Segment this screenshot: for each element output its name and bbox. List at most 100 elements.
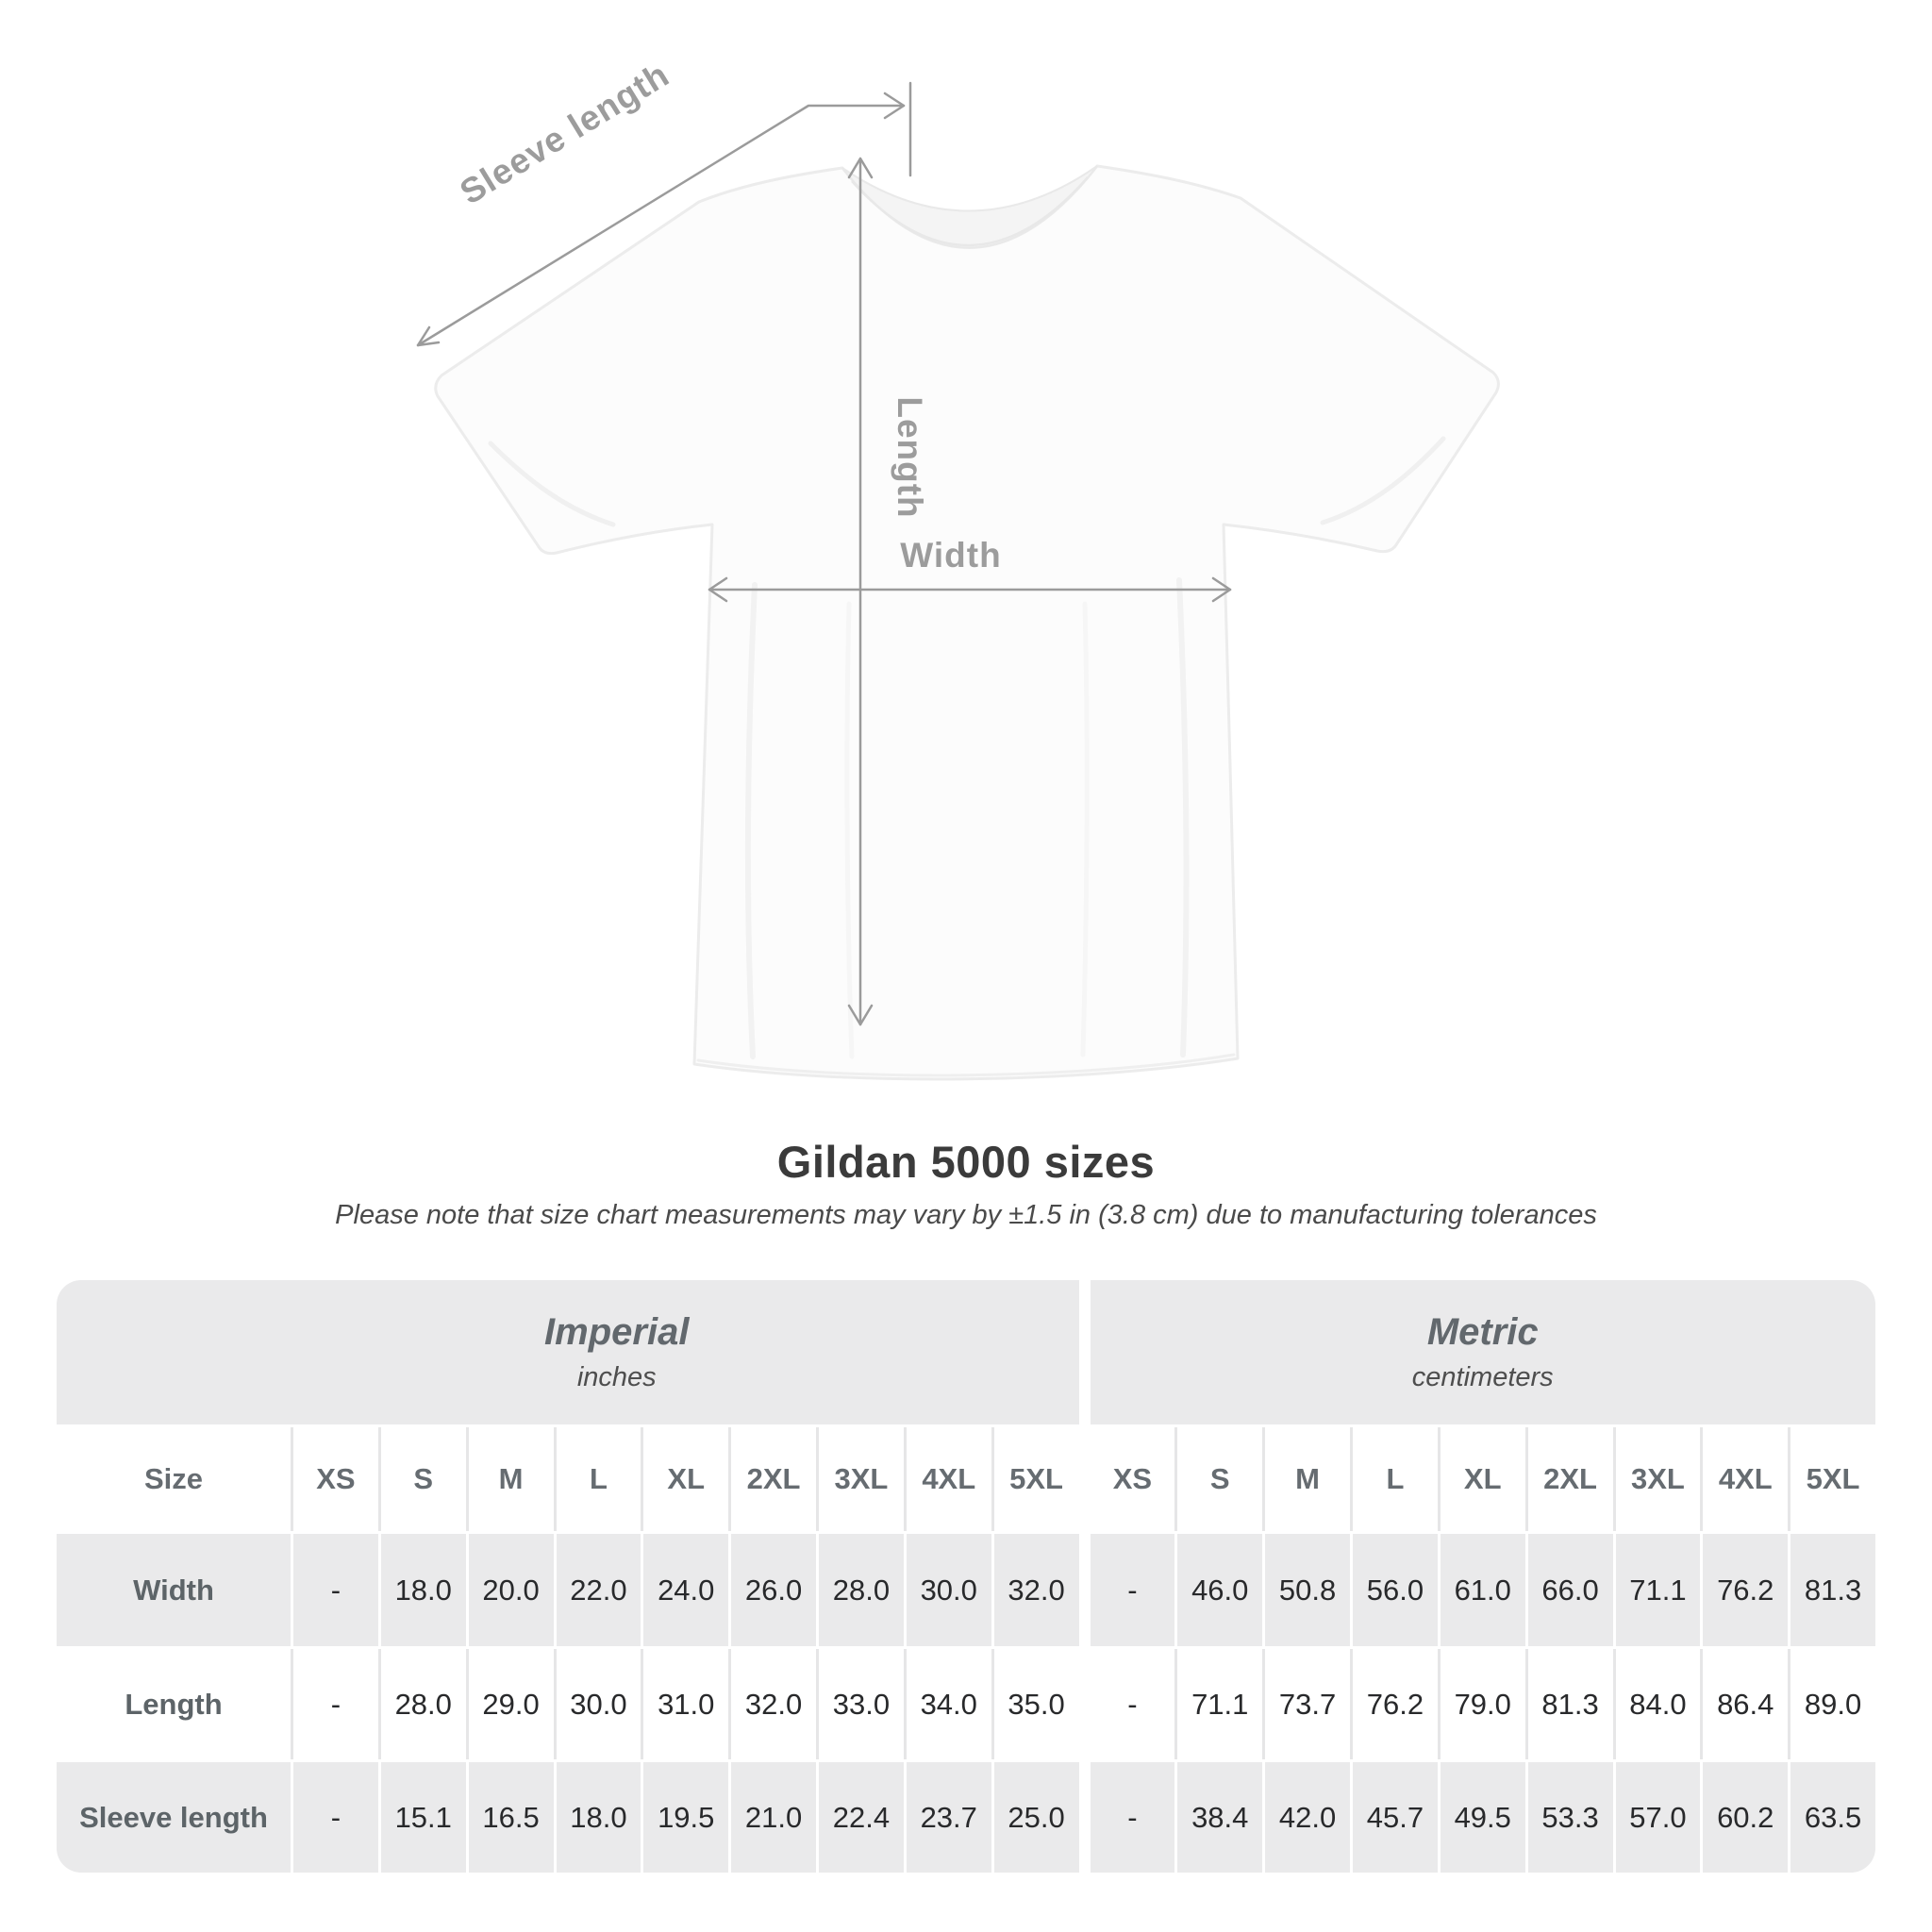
value-cell: 56.0 [1353,1534,1438,1646]
value-cell: 53.3 [1527,1762,1613,1873]
value-cell: 33.0 [819,1649,904,1759]
value-cell: - [293,1534,378,1646]
length-arrow [847,157,874,1026]
value-cell: 61.0 [1440,1534,1525,1646]
value-cell: - [293,1762,378,1873]
size-column-header: L [556,1427,641,1531]
length-label: Length [891,396,929,518]
value-cell: 42.0 [1265,1762,1350,1873]
value-cell: 76.2 [1703,1534,1789,1646]
value-cell: 25.0 [993,1762,1079,1873]
value-cell: 89.0 [1790,1649,1875,1759]
size-column-header: 4XL [1703,1427,1789,1531]
group-divider [1082,1762,1088,1873]
value-cell: 73.7 [1265,1649,1350,1759]
sleeve-length-label: Sleeve length [454,55,676,211]
value-cell: 22.4 [819,1762,904,1873]
row-label: Sleeve length [57,1762,291,1873]
size-column-header: XS [293,1427,378,1531]
value-cell: 32.0 [993,1534,1079,1646]
size-table: Imperial inches Metric centimeters Size X… [57,1280,1875,1873]
value-cell: 15.1 [380,1762,466,1873]
value-cell: 66.0 [1527,1534,1613,1646]
size-column-header: M [468,1427,554,1531]
tshirt-diagram: Sleeve length Length Width [416,55,1500,1081]
value-cell: 34.0 [906,1649,991,1759]
value-cell: - [293,1649,378,1759]
value-cell: 28.0 [380,1649,466,1759]
value-cell: 24.0 [643,1534,729,1646]
value-cell: 19.5 [643,1762,729,1873]
page-title: Gildan 5000 sizes [776,1137,1156,1187]
size-column-header: 2XL [731,1427,816,1531]
value-cell: 31.0 [643,1649,729,1759]
imperial-label: Imperial [544,1311,690,1353]
width-label: Width [900,536,1001,575]
imperial-group-header: Imperial inches [57,1280,1079,1424]
value-cell: 30.0 [556,1649,641,1759]
size-column-header: S [380,1427,466,1531]
value-cell: 76.2 [1353,1649,1438,1759]
value-cell: 46.0 [1177,1534,1263,1646]
value-cell: - [1090,1649,1175,1759]
value-cell: 28.0 [819,1534,904,1646]
value-cell: 71.1 [1615,1534,1701,1646]
size-column-header: 3XL [1615,1427,1701,1531]
value-cell: 81.3 [1527,1649,1613,1759]
value-cell: 35.0 [993,1649,1079,1759]
value-cell: 63.5 [1790,1762,1875,1873]
sleeve-length-arrow [416,81,912,347]
value-cell: 38.4 [1177,1762,1263,1873]
size-column-header: XL [1440,1427,1525,1531]
value-cell: 16.5 [468,1762,554,1873]
group-divider [1082,1427,1088,1531]
value-cell: - [1090,1534,1175,1646]
value-cell: 71.1 [1177,1649,1263,1759]
value-cell: 32.0 [731,1649,816,1759]
value-cell: 18.0 [380,1534,466,1646]
tshirt-graphic [434,164,1500,1081]
size-column-header: 5XL [1790,1427,1875,1531]
metric-unit: centimeters [1411,1362,1554,1392]
value-cell: 21.0 [731,1762,816,1873]
fabric-folds [488,436,1446,1077]
value-cell: 57.0 [1615,1762,1701,1873]
value-cell: 23.7 [906,1762,991,1873]
size-column-header: XS [1090,1427,1175,1531]
size-column-header: 5XL [993,1427,1079,1531]
collar-ribbing [851,176,1089,247]
width-arrow [708,576,1232,603]
size-column-header: 3XL [819,1427,904,1531]
size-column-header: 2XL [1527,1427,1613,1531]
value-cell: 50.8 [1265,1534,1350,1646]
value-cell: 20.0 [468,1534,554,1646]
size-column-header: 4XL [906,1427,991,1531]
value-cell: 81.3 [1790,1534,1875,1646]
group-divider [1082,1534,1088,1646]
value-cell: 60.2 [1703,1762,1789,1873]
size-column-header: M [1265,1427,1350,1531]
value-cell: 18.0 [556,1762,641,1873]
value-cell: 45.7 [1353,1762,1438,1873]
size-column-header: L [1353,1427,1438,1531]
group-divider [1082,1649,1088,1759]
size-column-header: S [1177,1427,1263,1531]
row-label: Length [57,1649,291,1759]
imperial-unit: inches [576,1362,657,1392]
value-cell: 79.0 [1440,1649,1525,1759]
value-cell: 29.0 [468,1649,554,1759]
group-divider [1082,1280,1088,1424]
metric-label: Metric [1426,1311,1539,1353]
tolerance-note: Please note that size chart measurements… [335,1200,1597,1230]
size-header-cell: Size [57,1427,291,1531]
value-cell: 86.4 [1703,1649,1789,1759]
row-label: Width [57,1534,291,1646]
size-column-header: XL [643,1427,729,1531]
value-cell: 49.5 [1440,1762,1525,1873]
value-cell: - [1090,1762,1175,1873]
metric-group-header: Metric centimeters [1090,1280,1875,1424]
value-cell: 22.0 [556,1534,641,1646]
value-cell: 84.0 [1615,1649,1701,1759]
value-cell: 26.0 [731,1534,816,1646]
